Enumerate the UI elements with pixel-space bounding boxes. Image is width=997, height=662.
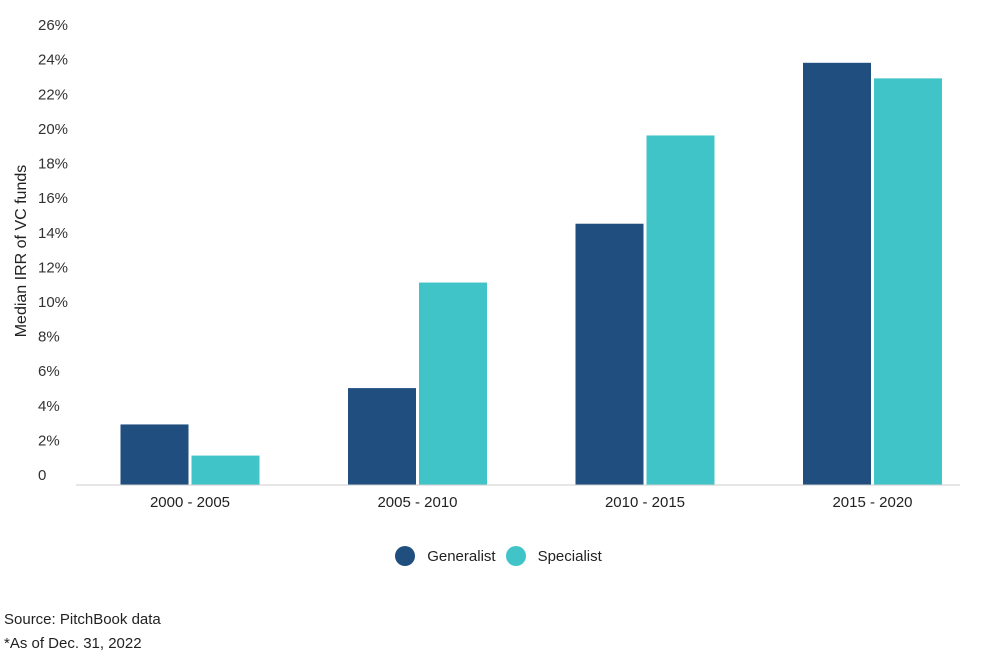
legend-swatch-generalist — [395, 546, 416, 566]
bar-specialist-1 — [419, 282, 487, 485]
y-tick-label: 26% — [38, 17, 68, 34]
legend-swatch-specialist — [505, 546, 526, 566]
y-tick-label: 0 — [38, 467, 46, 484]
bar-generalist-3 — [803, 62, 871, 485]
legend: Generalist Specialist — [0, 546, 997, 566]
x-tick-label: 2015 - 2020 — [832, 494, 912, 511]
date-note: *As of Dec. 31, 2022 — [4, 635, 142, 652]
legend-item-generalist: Generalist — [395, 546, 496, 566]
y-tick-label: 22% — [38, 86, 68, 103]
y-tick-label: 2% — [38, 432, 60, 449]
bar-specialist-3 — [874, 78, 942, 485]
y-tick-label: 18% — [38, 156, 68, 173]
y-tick-label: 16% — [38, 190, 68, 207]
bar-generalist-0 — [120, 424, 189, 485]
y-tick-label: 20% — [38, 121, 68, 138]
x-ticks: 2000 - 2005 2005 - 2010 2010 - 2015 2015 - … — [150, 494, 913, 511]
y-tick-label: 6% — [38, 363, 60, 380]
bar-specialist-2 — [646, 135, 715, 485]
bar-chart: Median IRR of VC funds 0 2% 4% 6% 8% 10% 12% 14… — [13, 17, 960, 511]
source-note: Source: PitchBook data — [4, 611, 161, 628]
bars — [120, 62, 942, 485]
bar-generalist-1 — [348, 388, 416, 485]
y-tick-label: 14% — [38, 225, 68, 242]
bar-specialist-0 — [191, 455, 260, 485]
y-tick-label: 24% — [38, 52, 68, 69]
y-tick-label: 12% — [38, 259, 68, 276]
bar-generalist-2 — [575, 223, 644, 485]
y-axis-label: Median IRR of VC funds — [13, 165, 30, 338]
y-tick-label: 4% — [38, 398, 60, 415]
y-ticks: 0 2% 4% 6% 8% 10% 12% 14% 16% 18% 20% 22% 24% 26% — [38, 17, 68, 484]
y-tick-label: 10% — [38, 294, 68, 311]
legend-label-generalist: Generalist — [427, 547, 496, 565]
x-tick-label: 2005 - 2010 — [377, 494, 457, 511]
y-tick-label: 8% — [38, 329, 60, 346]
x-tick-label: 2010 - 2015 — [605, 494, 685, 511]
x-tick-label: 2000 - 2005 — [150, 494, 230, 511]
legend-label-specialist: Specialist — [537, 547, 602, 565]
legend-item-specialist: Specialist — [505, 546, 602, 566]
